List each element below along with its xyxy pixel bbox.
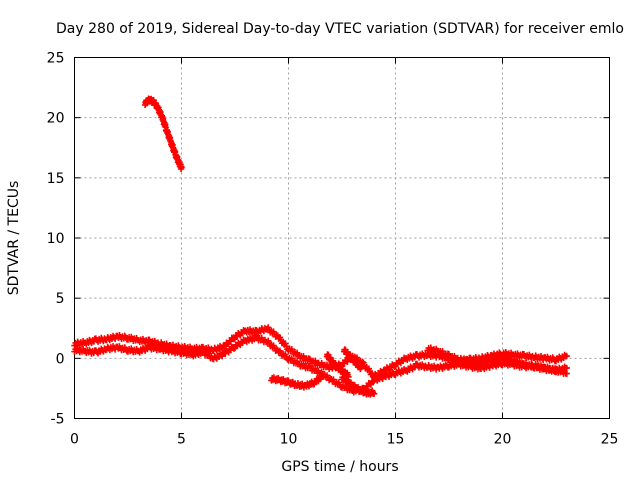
data-point-marker: [230, 336, 238, 343]
x-tick-label: 0: [70, 432, 79, 448]
tick-layer: 0 5 10 15 20 25 -5 0 5 10 15 20 25: [47, 51, 619, 448]
x-tick-label: 25: [601, 432, 619, 448]
y-tick-label: 10: [47, 231, 65, 247]
data-point-marker: [563, 364, 570, 372]
x-tick-label: 10: [280, 432, 298, 448]
data-point-marker: [319, 373, 326, 380]
data-point-marker: [563, 370, 570, 377]
series-arc-dip-b: [338, 374, 378, 398]
x-tick-label: 20: [494, 432, 512, 448]
data-point-marker: [370, 390, 378, 397]
y-tick-label: 15: [47, 171, 65, 187]
series-arc-rise-b: [340, 346, 365, 373]
y-tick-label: 5: [56, 291, 65, 307]
series-arc-rise-a: [323, 351, 352, 381]
y-axis-label: SDTVAR / TECUs: [6, 181, 22, 296]
y-tick-label: 25: [47, 51, 65, 67]
x-axis-label: GPS time / hours: [281, 459, 398, 475]
x-tick-label: 5: [177, 432, 186, 448]
x-tick-label: 15: [387, 432, 405, 448]
series-arc-high: [141, 95, 185, 173]
data-point-marker: [358, 363, 365, 371]
chart-title: Day 280 of 2019, Sidereal Day-to-day VTE…: [56, 21, 624, 37]
data-point-marker: [273, 346, 280, 353]
data-point-marker: [178, 164, 185, 171]
data-point-marker: [273, 331, 280, 339]
y-tick-label: -5: [51, 412, 65, 428]
data-point-marker: [369, 378, 377, 385]
series-arc-late: [424, 344, 570, 377]
y-tick-label: 0: [56, 351, 65, 367]
series-arc-dip-a: [268, 372, 326, 391]
y-tick-label: 20: [47, 111, 65, 127]
data-point-marker: [345, 373, 352, 381]
data-layer: [71, 95, 570, 398]
data-point-marker: [563, 352, 570, 360]
data-point-marker: [218, 352, 226, 360]
